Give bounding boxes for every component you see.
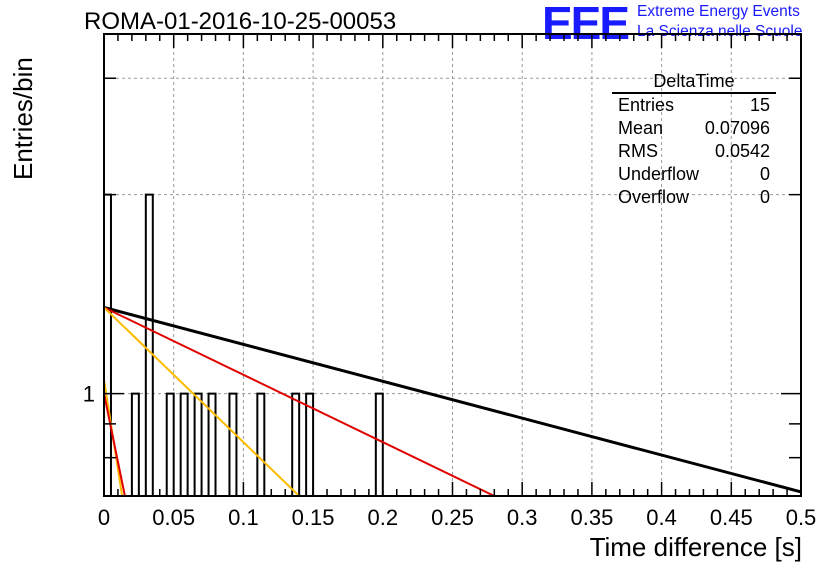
x-tick-label: 0.4: [646, 505, 677, 530]
histogram-bar: [179, 392, 189, 496]
histogram-bar: [228, 392, 238, 496]
stats-value: 0.07096: [704, 118, 770, 138]
logo-line-2: La Scienza nelle Scuole: [637, 23, 803, 40]
histogram-bar: [374, 392, 384, 496]
x-tick-label: 0.25: [431, 505, 474, 530]
stats-row-rms: RMS 0.0542: [612, 140, 776, 163]
stats-value: 0.0542: [714, 141, 770, 161]
x-tick-label: 0.05: [152, 505, 195, 530]
histogram-bar: [165, 392, 175, 496]
stats-label: RMS: [618, 141, 658, 161]
stats-row-entries: Entries 15: [612, 94, 776, 117]
histogram-bar: [193, 392, 203, 496]
histogram-bar: [291, 392, 301, 496]
stats-value: 0: [759, 187, 770, 207]
histogram-bar: [305, 392, 315, 496]
x-tick-label: 0: [98, 505, 110, 530]
histogram-bar: [103, 193, 112, 496]
x-axis-label: Time difference [s]: [589, 532, 802, 562]
stats-label: Overflow: [618, 187, 690, 207]
logo-text: Extreme Energy Events La Scienza nelle S…: [637, 2, 802, 42]
stats-value: 15: [749, 95, 770, 115]
stats-row-overflow: Overflow 0: [612, 186, 776, 209]
fit-line: [104, 393, 126, 496]
x-tick-label: 0.15: [292, 505, 335, 530]
x-tick-label: 0.35: [570, 505, 613, 530]
histogram-bar: [207, 392, 217, 496]
stats-row-underflow: Underflow 0: [612, 163, 776, 186]
fit-line: [104, 306, 495, 496]
histogram-bar: [144, 193, 154, 496]
eee-logo: EEE: [542, 0, 630, 49]
x-tick-label: 0.3: [507, 505, 538, 530]
stats-label: Entries: [618, 95, 675, 115]
histogram-bar: [130, 392, 140, 496]
x-tick-label: 0.2: [368, 505, 399, 530]
x-tick-label: 0.45: [710, 505, 753, 530]
y-axis-label: Entries/bin: [8, 57, 38, 180]
fit-line: [104, 306, 801, 494]
histogram-bar: [256, 392, 266, 496]
x-tick-label: 0.1: [228, 505, 259, 530]
stats-label: Underflow: [618, 164, 700, 184]
stats-value: 0: [759, 164, 770, 184]
stats-box: DeltaTime Entries 15 Mean 0.07096 RMS 0.054…: [612, 70, 776, 209]
stats-row-mean: Mean 0.07096: [612, 117, 776, 140]
stats-label: Mean: [618, 118, 664, 138]
fit-line: [104, 306, 300, 496]
y-tick-label: 1: [83, 382, 95, 407]
x-tick-label: 0.5: [786, 505, 817, 530]
stats-title: DeltaTime: [612, 70, 776, 94]
chart-title: ROMA-01-2016-10-25-00053: [84, 8, 397, 35]
logo-line-1: Extreme Energy Events: [637, 3, 800, 20]
